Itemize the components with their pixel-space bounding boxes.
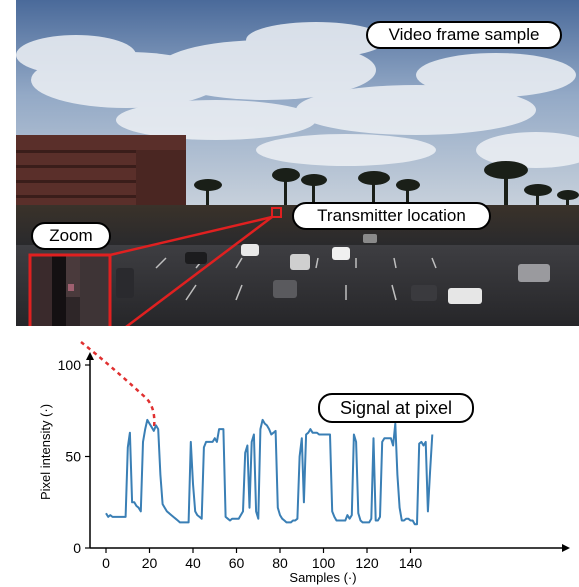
x-tick-label: 40: [185, 555, 201, 571]
x-tick-label: 0: [102, 555, 110, 571]
x-tick-label: 80: [272, 555, 288, 571]
zoom-label: Zoom: [31, 222, 111, 250]
x-tick-label: 20: [142, 555, 158, 571]
zoom-to-signal-dotted-connector: [80, 341, 156, 429]
y-tick-label: 50: [65, 449, 81, 465]
building: [16, 135, 186, 205]
zoom-connector-line: [125, 216, 273, 326]
palm-trees: [194, 161, 579, 220]
y-ticks: 0 50 100: [58, 357, 90, 556]
x-axis-label: Samples (·): [289, 570, 356, 585]
video-frame-caption: Video frame sample: [366, 21, 562, 49]
transmitter-highlight-box: [271, 207, 282, 218]
zoom-connector-line: [109, 215, 273, 257]
building-windows: [16, 150, 136, 198]
x-axis-arrow: [562, 544, 570, 552]
clouds: [16, 22, 579, 168]
x-tick-label: 60: [229, 555, 245, 571]
y-tick-label: 0: [73, 540, 81, 556]
transmitter-location-label: Transmitter location: [292, 202, 491, 230]
x-ticks: 0 20 40 60 80 100 120 140: [102, 548, 422, 571]
cars: [116, 234, 550, 304]
zoom-inset: [28, 253, 112, 326]
y-tick-label: 100: [58, 357, 82, 373]
x-tick-label: 100: [312, 555, 336, 571]
y-axis-label: Pixel intensity (·): [38, 404, 53, 500]
x-tick-label: 120: [355, 555, 379, 571]
x-tick-label: 140: [399, 555, 423, 571]
chart-axes: [86, 352, 570, 552]
parking-lines: [155, 257, 437, 301]
y-axis-arrow: [86, 352, 94, 360]
signal-at-pixel-label: Signal at pixel: [318, 393, 474, 423]
signal-series-line: [105, 418, 434, 526]
